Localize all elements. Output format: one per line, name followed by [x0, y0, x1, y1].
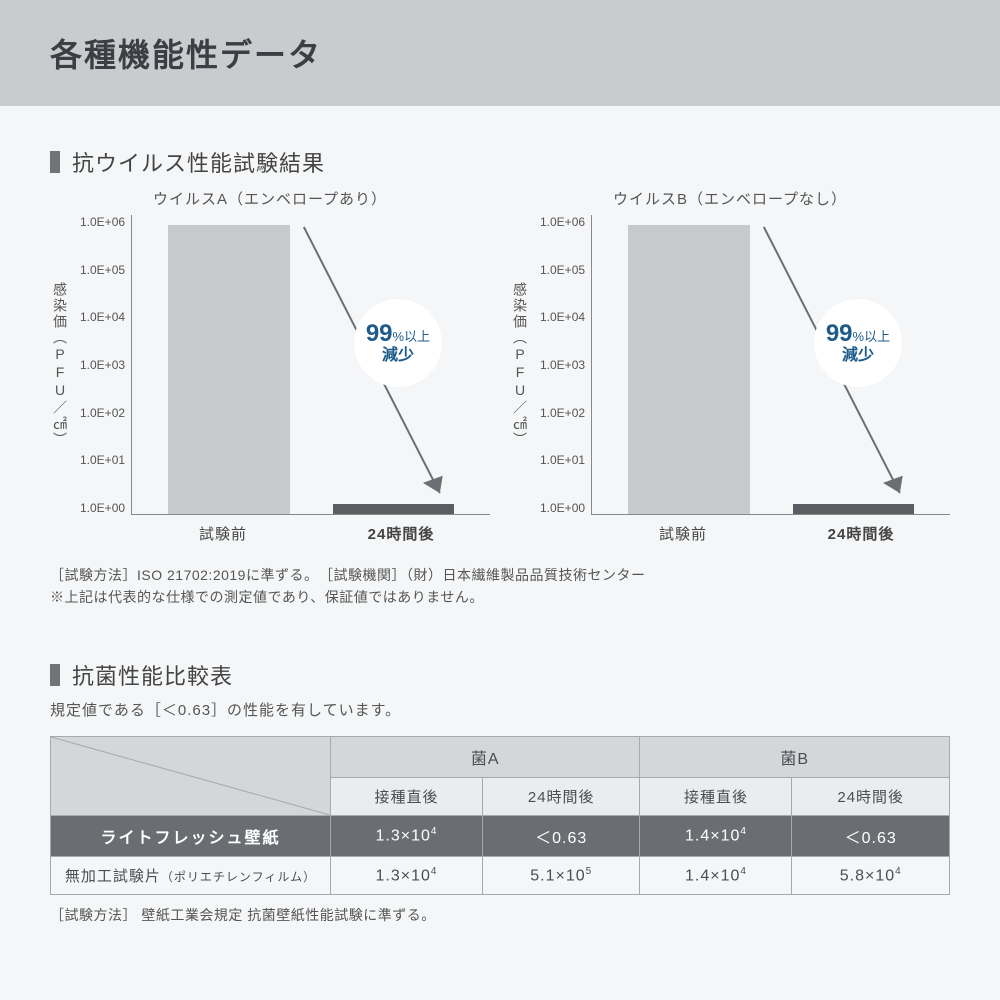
section2-subnote: 規定値である［＜0.63］の性能を有しています。	[50, 699, 950, 720]
table-row-label: ライトフレッシュ壁紙	[51, 815, 331, 856]
table-subcol: 接種直後	[331, 777, 483, 815]
callout-big: 99	[826, 321, 853, 347]
x-label: 試験前	[134, 523, 312, 544]
table-col-group: 菌B	[640, 736, 950, 777]
chart-caption: ウイルスB（エンベロープなし）	[510, 188, 950, 209]
callout-big: 99	[366, 321, 393, 347]
chart: ウイルスA（エンベロープあり）感染価（PFU／㎠）1.0E+061.0E+051…	[50, 188, 490, 544]
x-labels: 試験前24時間後	[594, 515, 950, 544]
table-cell: 1.4×104	[640, 856, 792, 894]
y-tick: 1.0E+02	[540, 406, 585, 420]
y-axis-label: 感染価（PFU／㎠）	[50, 215, 74, 515]
callout-suffix: %以上	[393, 330, 431, 344]
chart-body: 感染価（PFU／㎠）1.0E+061.0E+051.0E+041.0E+031.…	[50, 215, 490, 515]
section1-notes: ［試験方法］ISO 21702:2019に準ずる。 ［試験機関］（財）日本繊維製…	[50, 564, 950, 609]
y-tick: 1.0E+02	[80, 406, 125, 420]
table-subcol: 24時間後	[482, 777, 640, 815]
plot-area: 99%以上減少	[132, 215, 490, 515]
callout-badge: 99%以上減少	[814, 299, 902, 387]
section2-title: 抗菌性能比較表	[50, 659, 950, 691]
x-labels: 試験前24時間後	[134, 515, 490, 544]
section1-title: 抗ウイルス性能試験結果	[50, 146, 950, 178]
callout-line2: 減少	[842, 347, 874, 365]
table-subcol: 24時間後	[792, 777, 950, 815]
x-label: 試験前	[594, 523, 772, 544]
y-tick: 1.0E+05	[540, 263, 585, 277]
y-tick: 1.0E+03	[540, 358, 585, 372]
table-cell: 1.4×104	[640, 815, 792, 856]
y-ticks: 1.0E+06 1.0E+05 1.0E+04 1.0E+03 1.0E+02 1.0E+…	[534, 215, 592, 515]
note-line: ※上記は代表的な仕様での測定値であり、保証値ではありません。	[50, 586, 950, 608]
table-cell: ＜0.63	[792, 815, 950, 856]
y-tick: 1.0E+01	[80, 453, 125, 467]
y-tick: 1.0E+06	[540, 215, 585, 229]
table-cell: 5.1×105	[482, 856, 640, 894]
table-cell: ＜0.63	[482, 815, 640, 856]
chart-body: 感染価（PFU／㎠）1.0E+061.0E+051.0E+041.0E+031.…	[510, 215, 950, 515]
y-tick: 1.0E+05	[80, 263, 125, 277]
page-title: 各種機能性データ	[50, 37, 322, 73]
x-label: 24時間後	[772, 523, 950, 544]
table-row: 無加工試験片（ポリエチレンフィルム）1.3×1045.1×1051.4×1045…	[51, 856, 950, 894]
table-corner-cell	[51, 736, 331, 815]
table-cell: 5.8×104	[792, 856, 950, 894]
section2-note: ［試験方法］ 壁紙工業会規定 抗菌壁紙性能試験に準ずる。	[50, 905, 950, 925]
y-ticks: 1.0E+06 1.0E+05 1.0E+04 1.0E+03 1.0E+02 1.0E+…	[74, 215, 132, 515]
y-tick: 1.0E+01	[540, 453, 585, 467]
chart: ウイルスB（エンベロープなし）感染価（PFU／㎠）1.0E+061.0E+051…	[510, 188, 950, 544]
table-cell: 1.3×104	[331, 815, 483, 856]
bar	[333, 504, 455, 514]
bar	[793, 504, 915, 514]
content: 抗ウイルス性能試験結果 ウイルスA（エンベロープあり）感染価（PFU／㎠）1.0…	[0, 106, 1000, 925]
table-cell: 1.3×104	[331, 856, 483, 894]
note-line: ［試験方法］ISO 21702:2019に準ずる。 ［試験機関］（財）日本繊維製…	[50, 564, 950, 586]
y-axis-label: 感染価（PFU／㎠）	[510, 215, 534, 515]
callout-line2: 減少	[382, 347, 414, 365]
chart-caption: ウイルスA（エンベロープあり）	[50, 188, 490, 209]
charts-row: ウイルスA（エンベロープあり）感染価（PFU／㎠）1.0E+061.0E+051…	[50, 188, 950, 544]
comparison-table: 菌A菌B接種直後24時間後接種直後24時間後ライトフレッシュ壁紙1.3×104＜…	[50, 736, 950, 895]
bar	[168, 225, 290, 514]
page-title-bar: 各種機能性データ	[0, 0, 1000, 106]
callout-badge: 99%以上減少	[354, 299, 442, 387]
y-tick: 1.0E+03	[80, 358, 125, 372]
comparison-table-wrap: 菌A菌B接種直後24時間後接種直後24時間後ライトフレッシュ壁紙1.3×104＜…	[50, 736, 950, 895]
table-col-group: 菌A	[331, 736, 640, 777]
y-tick: 1.0E+04	[80, 310, 125, 324]
table-subcol: 接種直後	[640, 777, 792, 815]
bar	[628, 225, 750, 514]
x-label: 24時間後	[312, 523, 490, 544]
plot-area: 99%以上減少	[592, 215, 950, 515]
table-row: ライトフレッシュ壁紙1.3×104＜0.631.4×104＜0.63	[51, 815, 950, 856]
y-tick: 1.0E+00	[540, 501, 585, 515]
y-tick: 1.0E+00	[80, 501, 125, 515]
y-tick: 1.0E+04	[540, 310, 585, 324]
callout-suffix: %以上	[853, 330, 891, 344]
table-row-label: 無加工試験片（ポリエチレンフィルム）	[51, 856, 331, 894]
y-tick: 1.0E+06	[80, 215, 125, 229]
